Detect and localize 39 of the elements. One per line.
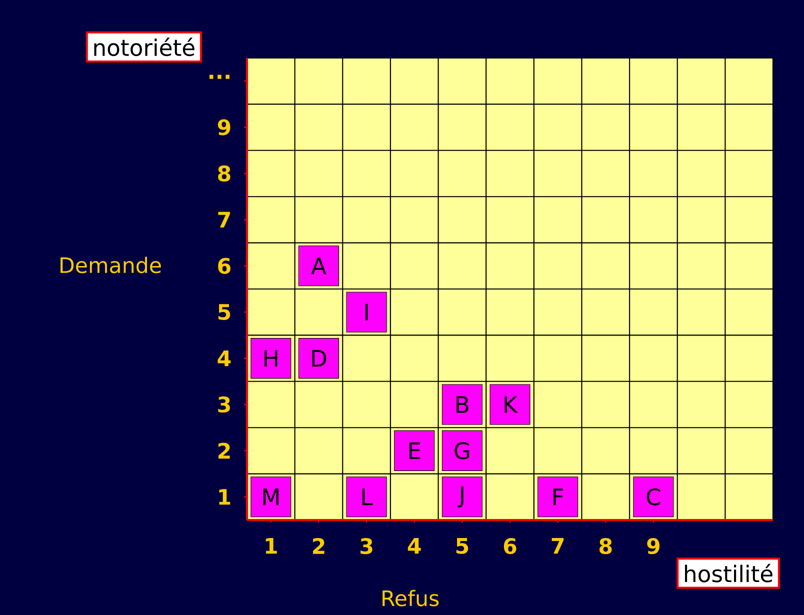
text: hostilité bbox=[685, 564, 772, 582]
annotation: K bbox=[504, 396, 518, 413]
annotation: C bbox=[646, 488, 660, 506]
y-tick-label: 4 bbox=[218, 350, 231, 366]
annotation: I bbox=[365, 304, 368, 320]
annotation: G bbox=[454, 442, 470, 460]
y-tick-label: ... bbox=[209, 74, 230, 79]
annotation: L bbox=[362, 488, 373, 506]
y-tick-label: 9 bbox=[218, 119, 230, 136]
y-tick-label: 2 bbox=[218, 442, 230, 459]
y-tick-label: 5 bbox=[218, 304, 230, 320]
x-tick-label: 8 bbox=[600, 538, 612, 554]
point bbox=[346, 292, 387, 332]
y-tick-label: 7 bbox=[218, 212, 230, 228]
x-tick-label: 1 bbox=[266, 538, 277, 554]
y-axis-title: Demande bbox=[60, 256, 161, 274]
annotation: F bbox=[554, 488, 564, 506]
x-tick-label: 7 bbox=[552, 538, 564, 554]
annotation: E bbox=[409, 442, 420, 459]
y-tick-label: 8 bbox=[218, 165, 230, 182]
y-tick-label: 6 bbox=[218, 258, 230, 274]
y-tick-label: 1 bbox=[219, 489, 230, 505]
x-tick-label: 6 bbox=[504, 538, 516, 554]
x-tick-label: 3 bbox=[360, 538, 372, 554]
annotation: M bbox=[263, 488, 278, 506]
annotation: B bbox=[456, 396, 468, 413]
text: notoriété bbox=[94, 38, 194, 56]
point bbox=[538, 476, 578, 518]
y-tick-label: 3 bbox=[218, 396, 230, 413]
annotation: D bbox=[312, 350, 326, 367]
point bbox=[442, 476, 482, 518]
x-tick-label: 2 bbox=[313, 538, 324, 554]
x-axis-title: Refus bbox=[382, 590, 439, 606]
x-tick-label: 4 bbox=[408, 538, 421, 554]
annotation: J bbox=[458, 486, 464, 508]
x-tick-label: 5 bbox=[456, 538, 468, 554]
annotation: A bbox=[311, 258, 326, 274]
annotation: H bbox=[264, 350, 278, 367]
x-tick-label: 9 bbox=[647, 538, 660, 554]
